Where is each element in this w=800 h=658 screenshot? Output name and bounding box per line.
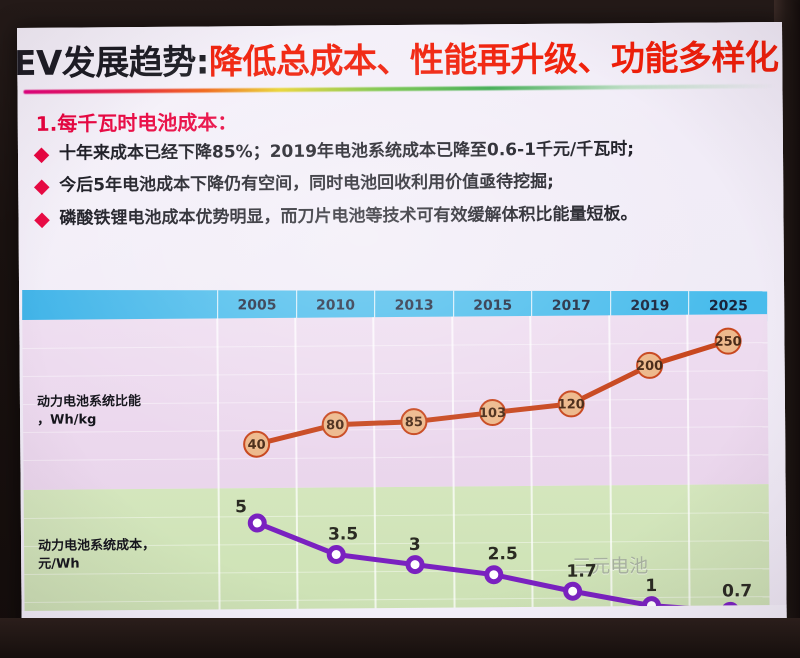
title-divider	[23, 84, 776, 94]
marker-cost	[247, 513, 267, 533]
marker-energy-density	[321, 411, 349, 439]
marker-value-label: 250	[715, 335, 742, 350]
slide-title-red: 降低总成本、性能再升级、功能多样化	[208, 38, 779, 83]
diamond-bullet-icon	[34, 212, 50, 228]
section-heading: 1.每千瓦时电池成本：	[35, 110, 238, 136]
marker-cost	[484, 565, 504, 585]
slide-title: EV发展趋势:降低总成本、性能再升级、功能多样化	[17, 30, 787, 85]
marker-energy-density	[400, 408, 428, 436]
bullet-text: 磷酸铁锂电池成本优势明显，而刀片电池等技术可有效缓解体积比能量短板。	[59, 203, 638, 229]
marker-cost	[563, 581, 583, 601]
diamond-bullet-icon	[33, 147, 50, 164]
marker-value-label: 85	[405, 415, 423, 430]
list-item: 十年来成本已经下降85%；2019年电池系统成本已降至0.6-1千元/千瓦时;	[33, 138, 776, 165]
markers-energy-density: 40 80 85 103 120 200 250	[243, 327, 742, 458]
surround-bottom-edge	[0, 618, 800, 658]
list-item: 今后5年电池成本下降仍有空间，同时电池回收利用价值亟待挖掘;	[33, 170, 776, 197]
cost-value-label: 1.7	[566, 561, 597, 582]
bullet-list: 十年来成本已经下降85%；2019年电池系统成本已降至0.6-1千元/千瓦时; …	[33, 138, 777, 241]
cost-value-label: 0.7	[722, 581, 753, 602]
slide-inner: EV发展趋势:降低总成本、性能再升级、功能多样化 1.每千瓦时电池成本： 十年来…	[17, 21, 787, 633]
marker-value-label: 40	[248, 438, 266, 453]
bullet-text: 十年来成本已经下降85%；2019年电池系统成本已降至0.6-1千元/千瓦时;	[58, 139, 635, 164]
marker-value-label: 80	[326, 418, 344, 433]
marker-value-label: 103	[479, 406, 506, 421]
cost-value-label: 5	[235, 497, 248, 518]
battery-trend-chart: 2005 2010 2013 2015 2017 2019 2025	[22, 284, 770, 633]
cost-value-label: 3	[408, 534, 421, 555]
marker-energy-density	[557, 390, 585, 418]
list-item: 磷酸铁锂电池成本优势明显，而刀片电池等技术可有效缓解体积比能量短板。	[34, 203, 776, 230]
marker-cost	[405, 555, 425, 575]
marker-energy-density	[714, 327, 742, 355]
marker-energy-density	[636, 351, 664, 379]
cost-value-label: 1	[645, 575, 658, 596]
marker-energy-density	[479, 399, 507, 427]
presentation-slide: EV发展趋势:降低总成本、性能再升级、功能多样化 1.每千瓦时电池成本： 十年来…	[17, 21, 787, 633]
cost-value-label: 3.5	[327, 524, 359, 545]
marker-cost	[326, 545, 346, 565]
slide-title-black: EV发展趋势:	[17, 42, 210, 85]
marker-energy-density	[243, 430, 271, 458]
marker-value-label: 200	[636, 359, 663, 374]
cost-value-label: 2.5	[487, 544, 518, 565]
diamond-bullet-icon	[33, 179, 50, 196]
bullet-text: 今后5年电池成本下降仍有空间，同时电池回收利用价值亟待挖掘;	[59, 172, 554, 196]
chart-series-svg: 40 80 85 103 120 200 250	[243, 327, 742, 621]
marker-value-label: 120	[558, 397, 585, 412]
